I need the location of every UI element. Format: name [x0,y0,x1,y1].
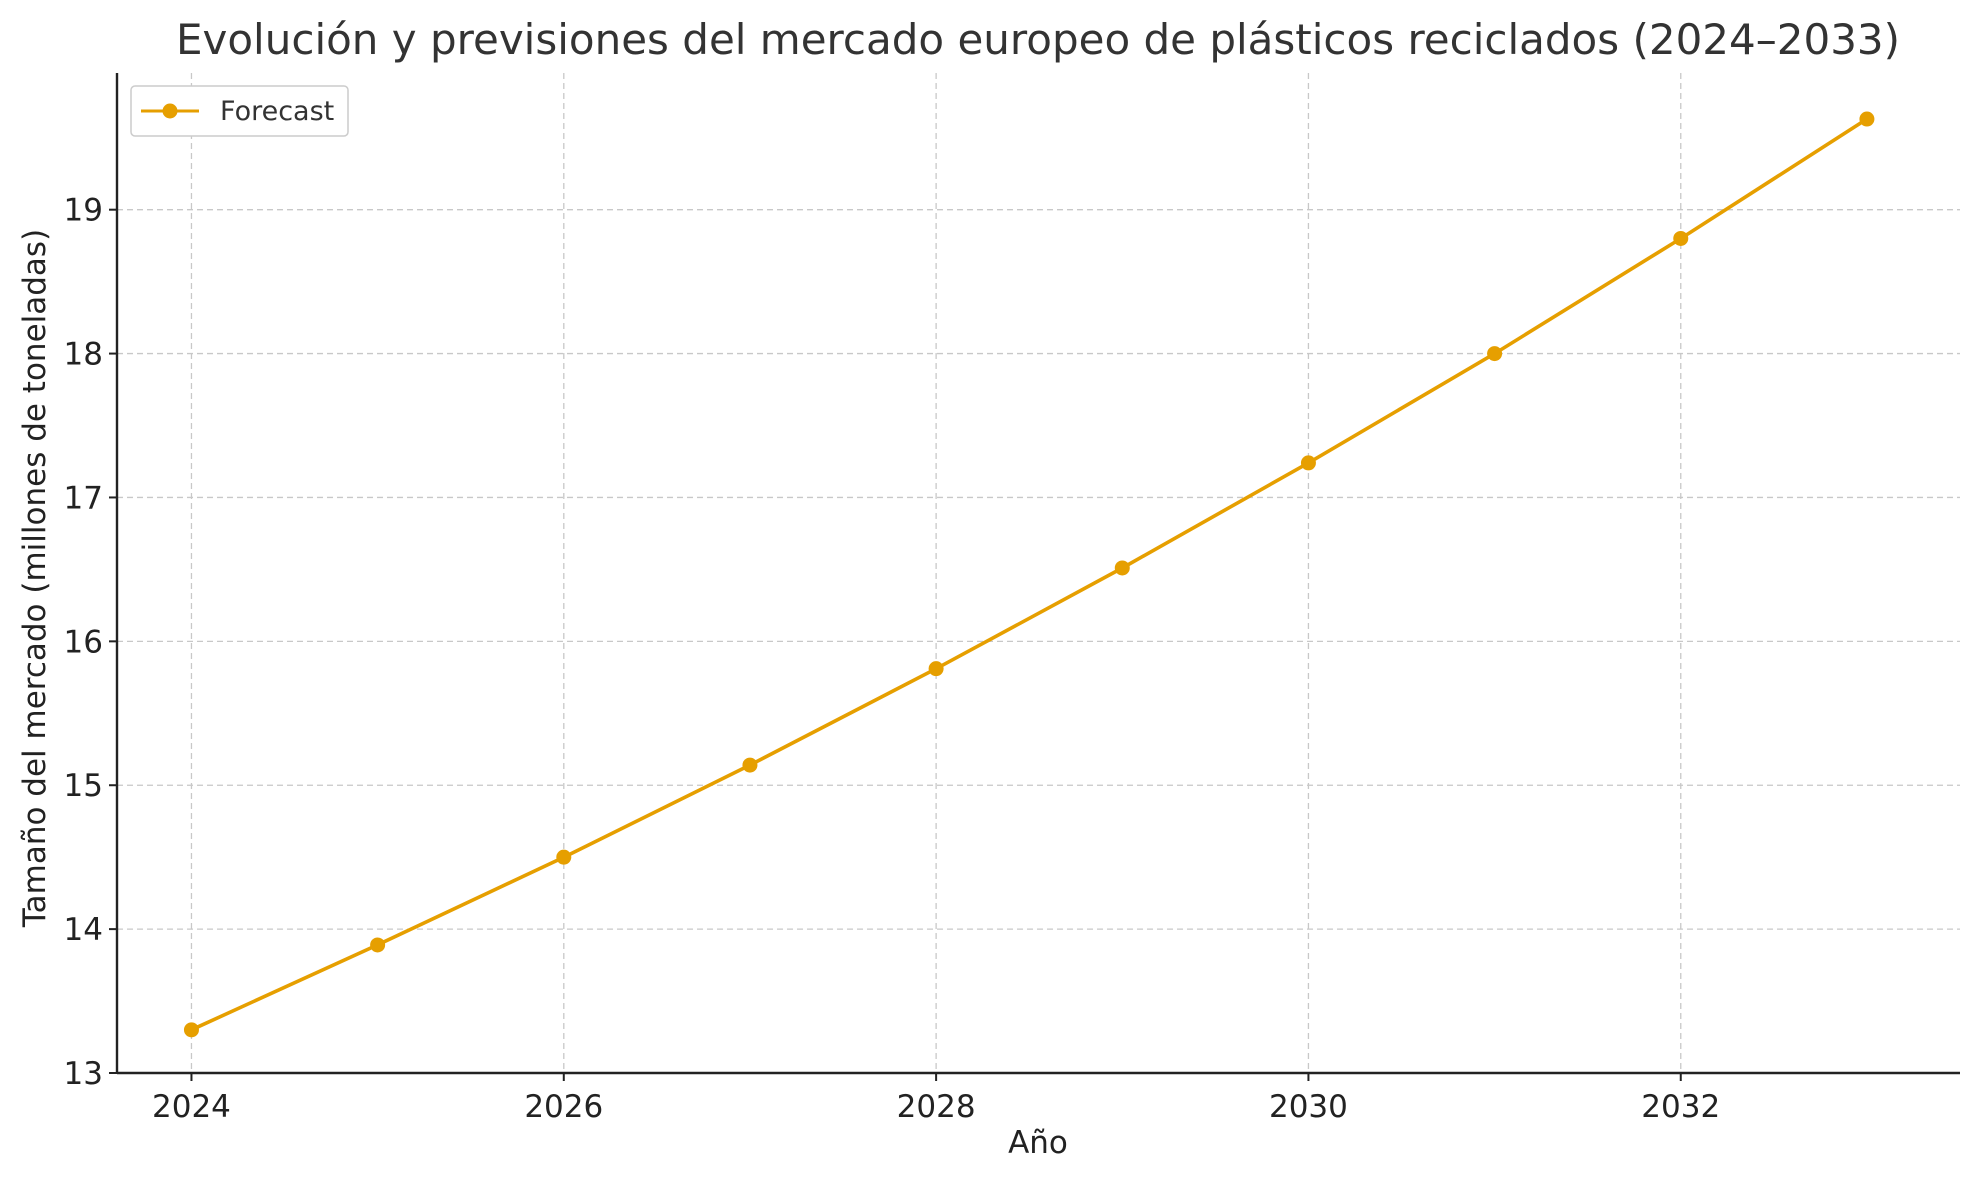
y-tick-label: 19 [64,193,103,229]
grid [117,73,1960,1074]
chart-title: Evolución y previsiones del mercado euro… [176,15,1900,64]
y-tick-label: 18 [64,337,103,373]
data-point [183,1022,199,1038]
series-group [183,111,1875,1038]
legend-label: Forecast [220,96,334,127]
x-tick-label: 2028 [897,1089,976,1125]
x-tick-label: 2024 [152,1089,231,1125]
data-point [1487,346,1503,362]
data-point [1300,455,1316,471]
data-point [1673,230,1689,246]
y-tick-label: 14 [64,912,103,948]
data-point [556,849,572,865]
axes [115,73,1960,1075]
data-point [1859,111,1875,127]
x-axis-ticks: 2024 2026 2028 2030 2032 [152,1073,1720,1125]
series-line [189,117,1869,1032]
legend: Forecast [130,85,349,137]
y-tick-label: 17 [64,480,103,516]
x-tick-label: 2030 [1269,1089,1348,1125]
y-tick-label: 15 [64,768,103,804]
y-tick-label: 13 [64,1056,103,1092]
y-axis-ticks: 13 14 15 16 17 18 19 [64,193,117,1092]
data-point [1114,560,1130,576]
x-tick-label: 2026 [524,1089,603,1125]
data-point [742,757,758,773]
data-point [928,661,944,677]
y-tick-label: 16 [64,624,103,660]
legend-frame [130,85,349,137]
y-axis-label: Tamaño del mercado (millones de tonelada… [17,229,53,928]
data-point [370,937,386,953]
legend-marker-swatch [162,103,178,119]
x-tick-label: 2032 [1641,1089,1720,1125]
x-axis-label: Año [1008,1125,1068,1161]
